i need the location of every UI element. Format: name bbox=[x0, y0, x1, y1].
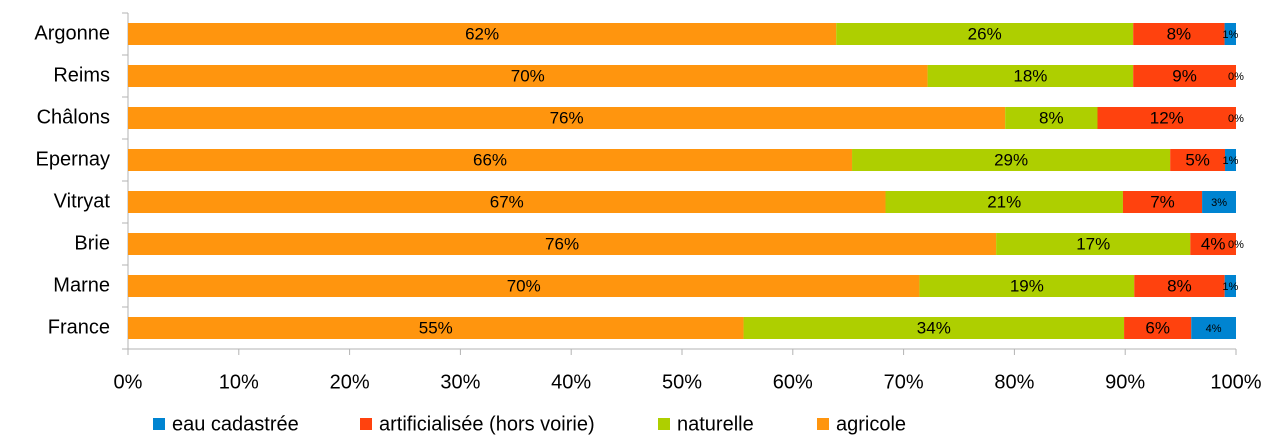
bar-segment bbox=[1225, 149, 1236, 171]
bar-segment bbox=[128, 107, 1006, 129]
legend-label: eau cadastrée bbox=[172, 413, 299, 435]
x-tick-label: 40% bbox=[551, 371, 591, 393]
data-label: 1% bbox=[1222, 29, 1238, 41]
x-tick-label: 60% bbox=[773, 371, 813, 393]
bar-segment bbox=[128, 23, 837, 45]
x-tick-label: 50% bbox=[662, 371, 702, 393]
data-label: 26% bbox=[968, 24, 1002, 43]
y-tick-label: Marne bbox=[53, 274, 110, 296]
data-label: 21% bbox=[987, 192, 1021, 211]
data-label: 67% bbox=[490, 192, 524, 211]
bar-segment bbox=[1191, 317, 1236, 339]
bar-segment bbox=[1124, 317, 1192, 339]
bar-segment bbox=[1122, 191, 1203, 213]
data-label: 70% bbox=[507, 276, 541, 295]
data-label: 6% bbox=[1145, 318, 1170, 337]
bar-segment bbox=[1170, 149, 1226, 171]
bar-segment bbox=[128, 149, 853, 171]
bar-segment bbox=[743, 317, 1125, 339]
data-label: 5% bbox=[1185, 150, 1210, 169]
data-label: 62% bbox=[465, 24, 499, 43]
data-label: 70% bbox=[511, 66, 545, 85]
data-label: 4% bbox=[1201, 234, 1226, 253]
x-tick-label: 10% bbox=[219, 371, 259, 393]
bar-segment bbox=[128, 317, 744, 339]
legend-swatch bbox=[817, 418, 829, 430]
data-label: 7% bbox=[1150, 192, 1175, 211]
bar-segment bbox=[1134, 275, 1225, 297]
bar-segment bbox=[836, 23, 1134, 45]
bar-segment bbox=[996, 233, 1191, 255]
legend-label: naturelle bbox=[677, 413, 754, 435]
x-tick-label: 0% bbox=[114, 371, 143, 393]
y-tick-label: Brie bbox=[74, 232, 110, 254]
legend-label: agricole bbox=[836, 413, 906, 435]
bar-segment bbox=[885, 191, 1123, 213]
bar-segment bbox=[1005, 107, 1098, 129]
data-label: 1% bbox=[1223, 155, 1239, 167]
legend-label: artificialisée (hors voirie) bbox=[379, 413, 595, 435]
bar-segment bbox=[128, 275, 920, 297]
bar-segment bbox=[1190, 233, 1236, 255]
data-label: 8% bbox=[1167, 276, 1192, 295]
data-label: 17% bbox=[1076, 234, 1110, 253]
bar-segment bbox=[852, 149, 1171, 171]
data-label: 76% bbox=[550, 108, 584, 127]
data-label: 0% bbox=[1228, 113, 1244, 125]
data-label: 1% bbox=[1222, 281, 1238, 293]
data-label: 66% bbox=[473, 150, 507, 169]
data-label: 8% bbox=[1039, 108, 1064, 127]
data-label: 18% bbox=[1013, 66, 1047, 85]
data-label: 19% bbox=[1010, 276, 1044, 295]
bar-segment bbox=[1224, 275, 1236, 297]
y-tick-label: France bbox=[48, 316, 110, 338]
y-tick-label: Reims bbox=[53, 64, 110, 86]
data-label: 76% bbox=[545, 234, 579, 253]
data-label: 9% bbox=[1172, 66, 1197, 85]
bar-segment bbox=[128, 233, 997, 255]
bar-segment bbox=[927, 65, 1134, 87]
data-label: 3% bbox=[1211, 197, 1227, 209]
x-tick-label: 30% bbox=[440, 371, 480, 393]
bar-segment bbox=[1224, 23, 1236, 45]
y-tick-label: Argonne bbox=[34, 22, 110, 44]
data-label: 0% bbox=[1228, 71, 1244, 83]
data-label: 29% bbox=[994, 150, 1028, 169]
x-tick-label: 100% bbox=[1210, 371, 1261, 393]
y-tick-label: Vitryat bbox=[54, 190, 111, 212]
data-label: 12% bbox=[1150, 108, 1184, 127]
x-tick-label: 70% bbox=[884, 371, 924, 393]
data-label: 34% bbox=[917, 318, 951, 337]
bar-segment bbox=[128, 191, 886, 213]
y-tick-label: Châlons bbox=[37, 106, 110, 128]
data-label: 0% bbox=[1228, 239, 1244, 251]
bar-segment bbox=[1202, 191, 1236, 213]
bar-segment bbox=[919, 275, 1135, 297]
x-tick-label: 80% bbox=[994, 371, 1034, 393]
legend-swatch bbox=[658, 418, 670, 430]
data-label: 55% bbox=[419, 318, 453, 337]
data-label: 4% bbox=[1206, 323, 1222, 335]
x-tick-label: 90% bbox=[1105, 371, 1145, 393]
bar-segment bbox=[1133, 23, 1225, 45]
legend-swatch bbox=[153, 418, 165, 430]
legend-swatch bbox=[360, 418, 372, 430]
bar-segment bbox=[1133, 65, 1236, 87]
bar-segment bbox=[128, 65, 928, 87]
data-label: 8% bbox=[1167, 24, 1192, 43]
y-tick-label: Epernay bbox=[36, 148, 111, 170]
x-tick-label: 20% bbox=[330, 371, 370, 393]
bar-segment bbox=[1097, 107, 1236, 129]
